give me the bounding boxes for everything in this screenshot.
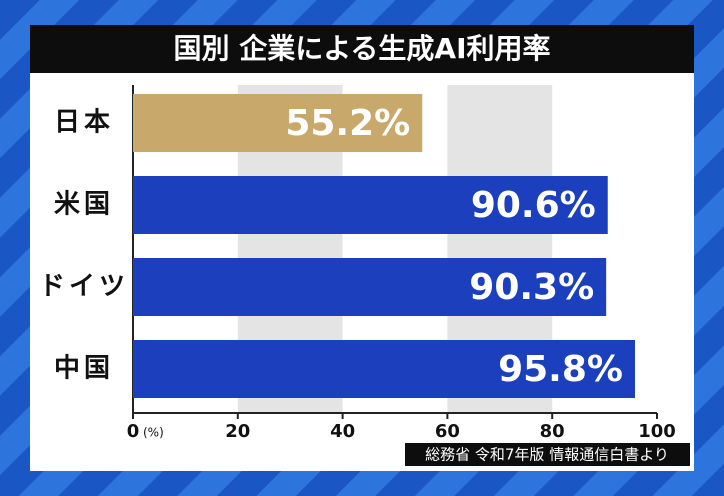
bar [133, 176, 608, 234]
value-label: 90.3% [469, 267, 594, 308]
bar [133, 94, 423, 152]
category-label: 中国 [54, 354, 114, 384]
x-tick-label: 0 [127, 421, 140, 442]
category-label: 日本 [54, 108, 114, 138]
x-tick-label: 80 [540, 421, 565, 442]
source-box [405, 443, 690, 466]
panel [30, 25, 694, 471]
x-tick-label: 20 [225, 421, 250, 442]
x-tick-label: 100 [638, 421, 676, 442]
x-unit: (%) [143, 426, 164, 440]
title-bar [30, 25, 694, 73]
chart-title: 国別 企業による生成AI利用率 [174, 32, 551, 65]
category-label: 米国 [54, 190, 114, 220]
source: 総務省 令和7年版 情報通信白書より [425, 446, 669, 464]
value-label: 95.8% [498, 349, 623, 390]
x-tick-label: 40 [330, 421, 355, 442]
category-label: ドイツ [39, 272, 129, 302]
x-tick-label: 60 [435, 421, 460, 442]
value-label: 55.2% [285, 103, 410, 144]
value-label: 90.6% [471, 185, 596, 226]
bar [133, 340, 635, 398]
bar [133, 258, 607, 316]
